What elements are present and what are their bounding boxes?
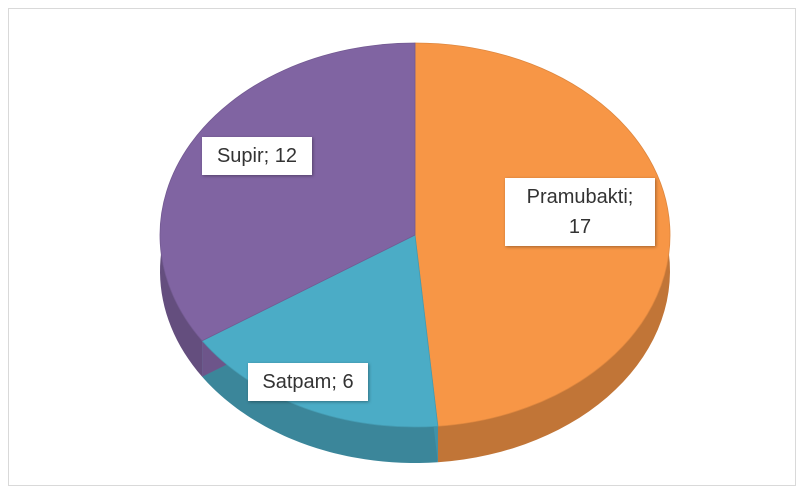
data-label: Supir; 12 <box>202 137 312 175</box>
data-label: Satpam; 6 <box>248 363 368 401</box>
slice-side <box>202 340 438 463</box>
data-label: Pramubakti; 17 <box>505 178 655 246</box>
slice <box>159 42 416 342</box>
